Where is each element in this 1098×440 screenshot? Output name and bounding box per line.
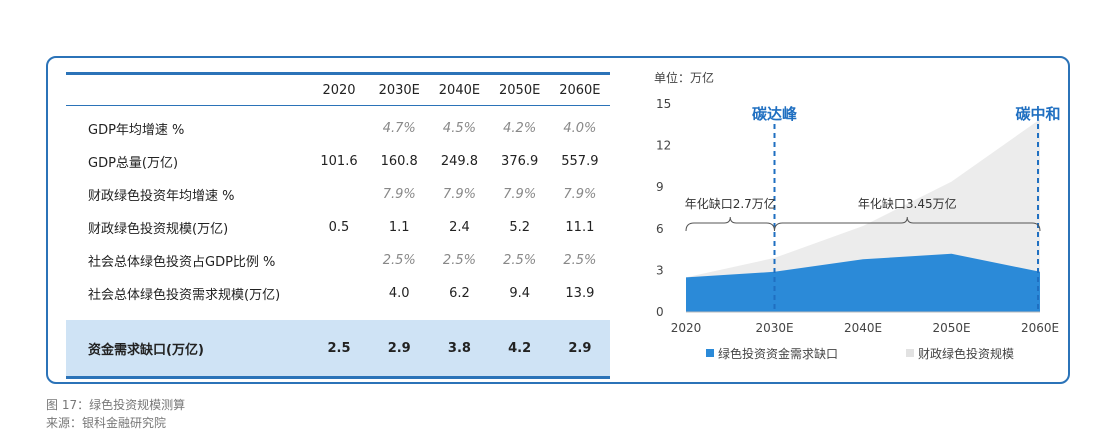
table-row: 财政绿色投资规模(万亿) 0.5 1.1 2.4 5.2 11.1 [66,211,610,244]
legend-swatch [706,349,714,357]
x-tick-label: 2020 [671,321,702,335]
table-cell: 6.2 [449,286,470,301]
x-tick-label: 2030E [755,321,793,335]
y-tick-label: 9 [656,180,664,194]
table-cell [309,106,369,146]
data-table: 2020 2030E 2040E 2050E 2060E GDP年均增速 % 4.… [66,72,610,379]
annotation-label: 年化缺口2.7万亿 [685,196,776,211]
table-cell: 9.4 [509,286,530,301]
table-cell: 101.6 [320,154,358,169]
area-chart: 单位：万亿 0 3 6 9 12 15 2020 2030E 2040E 2050E 2060E 碳达峰… [654,70,1061,361]
legend-swatch [906,349,914,357]
table-cell: 13.9 [565,286,595,301]
y-tick-label: 0 [656,305,664,319]
total-label: 资金需求缺口(万亿) [88,342,204,358]
table-cell: 0.5 [328,220,350,235]
row-label: GDP年均增速 % [88,123,185,138]
table-cell: 2.4 [449,220,470,235]
table-cell: 1.1 [388,220,410,235]
table-cell: 7.9% [563,187,597,202]
header-cell: 2060E [559,82,601,98]
total-cell: 4.2 [508,340,532,356]
table-cell: 160.8 [380,154,418,169]
y-tick-label: 15 [656,97,671,111]
figure-caption: 图 17：绿色投资规模测算 [46,398,186,412]
row-label: 社会总体绿色投资需求规模(万亿) [88,288,281,303]
row-label: 财政绿色投资规模(万亿) [88,222,229,237]
table-cell: 4.5% [442,121,476,136]
x-tick-label: 2060E [1021,321,1059,335]
table-cell: 376.9 [501,154,539,169]
total-cell: 2.9 [387,340,411,356]
table-cell: 4.0% [563,121,597,136]
x-tick-label: 2050E [932,321,970,335]
table-cell: 11.1 [565,220,595,235]
table-cell [309,244,369,277]
total-cell: 2.9 [568,340,592,356]
table-cell: 4.7% [382,121,416,136]
spacer-row [66,310,610,320]
header-cell: 2040E [438,82,481,98]
header-cell: 2030E [378,82,420,98]
table-row: 社会总体绿色投资需求规模(万亿) 4.0 6.2 9.4 13.9 [66,277,610,310]
area-funding-gap [686,253,1040,312]
source-caption: 来源：银科金融研究院 [46,416,167,430]
table-row: GDP年均增速 % 4.7% 4.5% 4.2% 4.0% [66,106,610,146]
figure-frame [46,56,1070,384]
table-row: 财政绿色投资年均增速 % 7.9% 7.9% 7.9% 7.9% [66,178,610,211]
table-cell: 7.9% [382,187,416,202]
annotation-label: 年化缺口3.45万亿 [858,196,957,211]
x-tick-label: 2040E [844,321,882,335]
table-row: 社会总体绿色投资占GDP比例 % 2.5% 2.5% 2.5% 2.5% [66,244,610,277]
annotation-brace [774,216,1041,232]
table-cell: 2.5% [503,253,537,268]
legend-label: 财政绿色投资规模 [918,346,1014,361]
milestone-label: 碳达峰 [752,105,798,123]
table-cell: 249.8 [440,154,479,169]
table-row: GDP总量(万亿) 101.6 160.8 249.8 376.9 557.9 [66,145,610,178]
table-cell: 4.0 [388,286,410,301]
table-cell: 7.9% [503,187,537,202]
milestone-label: 碳中和 [1015,105,1060,123]
total-cell: 3.8 [447,340,471,356]
header-cell: 2020 [322,82,356,98]
y-tick-label: 6 [656,222,664,236]
row-label: GDP总量(万亿) [88,156,179,171]
table-cell: 2.5% [563,253,597,268]
legend-label: 绿色投资资金需求缺口 [718,346,838,361]
annotation-brace [685,216,775,232]
total-row: 资金需求缺口(万亿) 2.5 2.9 3.8 4.2 2.9 [66,320,610,378]
table-cell: 557.9 [561,154,599,169]
unit-label: 单位：万亿 [654,70,714,85]
table-cell: 2.5% [382,253,416,268]
table-cell: 4.2% [503,121,537,136]
row-label: 财政绿色投资年均增速 % [88,189,235,204]
y-tick-label: 3 [656,263,664,277]
table-cell: 7.9% [442,187,476,202]
table-cell [309,277,369,310]
header-cell: 2050E [499,82,541,98]
row-label: 社会总体绿色投资占GDP比例 % [88,255,276,270]
y-tick-label: 12 [656,139,671,153]
header-cell [66,74,309,106]
table-cell [309,178,369,211]
table-cell: 5.2 [509,220,530,235]
table-cell: 2.5% [442,253,476,268]
table-header-row: 2020 2030E 2040E 2050E 2060E [66,73,610,106]
total-cell: 2.5 [327,340,351,356]
